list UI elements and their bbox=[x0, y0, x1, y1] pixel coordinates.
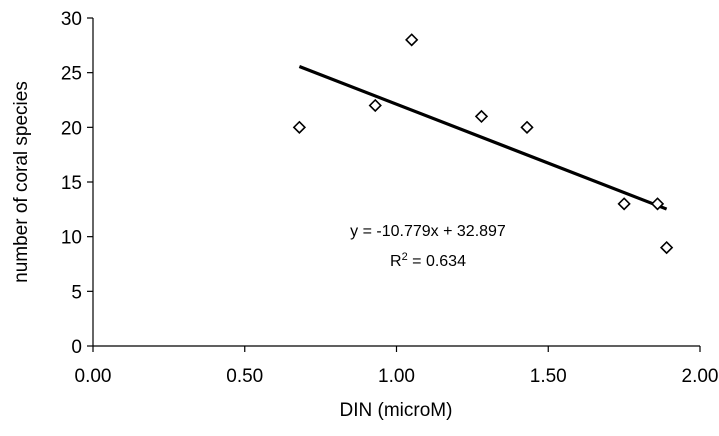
x-tick-label: 1.50 bbox=[530, 366, 567, 387]
axes bbox=[92, 18, 700, 347]
data-point-diamond bbox=[520, 120, 534, 134]
data-point-diamond bbox=[292, 120, 307, 134]
y-tick-label: 30 bbox=[61, 9, 82, 30]
y-tick-label: 15 bbox=[61, 173, 82, 194]
x-tick-label: 2.00 bbox=[682, 366, 719, 387]
x-tick-label: 0.00 bbox=[75, 366, 112, 387]
y-tick-label: 25 bbox=[61, 64, 82, 85]
r-squared-label: R2 = 0.634 bbox=[390, 251, 466, 270]
y-tick-label: 20 bbox=[61, 118, 82, 139]
trendline bbox=[298, 64, 668, 211]
x-axis-title: DIN (microM) bbox=[340, 400, 453, 421]
x-tick-label: 1.00 bbox=[378, 366, 415, 387]
data-point-diamond bbox=[368, 98, 382, 113]
trendline-group bbox=[298, 64, 668, 211]
y-tick-label: 0 bbox=[71, 337, 82, 358]
r-squared-symbol: R bbox=[390, 253, 402, 270]
y-axis-title: number of coral species bbox=[11, 81, 32, 283]
y-tick-label: 10 bbox=[61, 228, 82, 249]
x-tick-label: 0.50 bbox=[226, 366, 263, 387]
data-point-diamond bbox=[617, 197, 631, 211]
data-point-diamond bbox=[659, 240, 674, 255]
ticks: 0 5 10 15 20 25 30 0.00 0.50 1.00 1.50 2.00 bbox=[61, 9, 719, 387]
data-point-diamond bbox=[650, 197, 665, 211]
r-squared-value: = 0.634 bbox=[408, 253, 466, 270]
data-point-diamond bbox=[405, 33, 419, 47]
equation-label: y = -10.779x + 32.897 bbox=[350, 223, 506, 240]
r-squared-exponent: 2 bbox=[402, 251, 408, 263]
y-tick-label: 5 bbox=[71, 282, 82, 303]
data-point-diamond bbox=[474, 109, 489, 124]
data-points bbox=[292, 33, 674, 255]
